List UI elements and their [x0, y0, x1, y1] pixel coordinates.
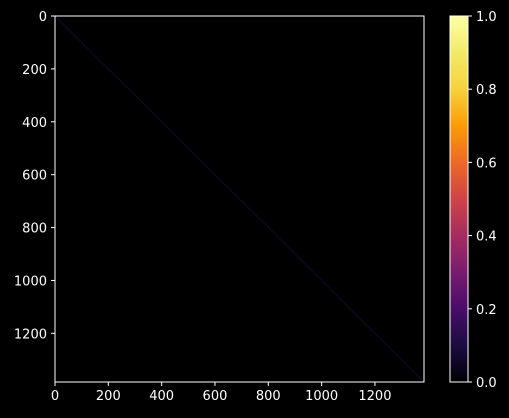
- colorbar-tick-label: 1.0: [476, 10, 497, 25]
- y-tick-label: 1000: [14, 274, 47, 289]
- y-tick-label: 400: [22, 116, 47, 131]
- colorbar-ticks: 0.0 0.2 0.4 0.6 0.8 1.0: [468, 10, 497, 391]
- colorbar-tick-label: 0.0: [476, 376, 497, 391]
- x-axis-ticks: 0 200 400 600 800 1000 1200: [51, 382, 391, 404]
- heatmap-diagonal: [54, 15, 425, 383]
- y-tick-label: 800: [22, 222, 47, 237]
- plot-frame: [54, 15, 425, 383]
- y-axis-ticks: 0 200 400 600 800 1000 1200: [14, 10, 55, 342]
- colorbar-tick-label: 0.2: [476, 303, 497, 318]
- colorbar-frame: [449, 15, 469, 383]
- x-tick-label: 600: [203, 389, 228, 404]
- y-tick-label: 1200: [14, 327, 47, 342]
- x-tick-label: 1000: [305, 389, 338, 404]
- colorbar-tick-label: 0.6: [476, 156, 497, 171]
- x-tick-label: 0: [51, 389, 59, 404]
- x-tick-label: 1200: [358, 389, 391, 404]
- colorbar-gradient: [450, 16, 468, 382]
- y-tick-label: 200: [22, 63, 47, 78]
- plot-area: 0 200 400 600 800 1000 1200 0 200 400 600 800 1000 1…: [14, 10, 425, 404]
- colorbar-tick-label: 0.4: [476, 230, 497, 245]
- x-tick-label: 800: [256, 389, 281, 404]
- colorbar: 0.0 0.2 0.4 0.6 0.8 1.0: [449, 10, 497, 391]
- y-tick-label: 600: [22, 169, 47, 184]
- x-tick-label: 400: [149, 389, 174, 404]
- y-tick-label: 0: [39, 10, 47, 25]
- colorbar-tick-label: 0.8: [476, 83, 497, 98]
- x-tick-label: 200: [96, 389, 121, 404]
